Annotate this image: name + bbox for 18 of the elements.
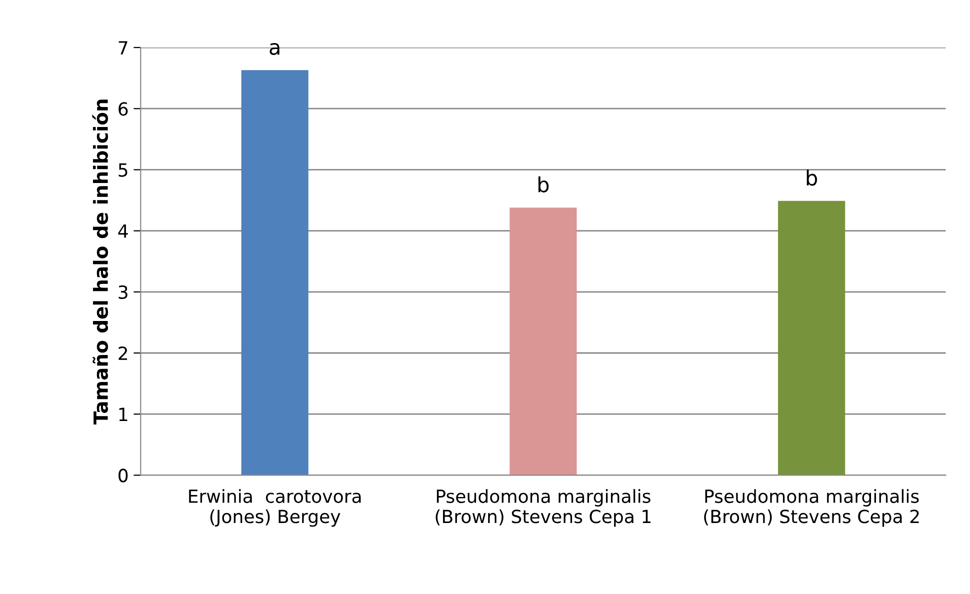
y-tick-label: 4 [118,224,128,238]
y-tick-label: 7 [118,41,128,54]
annotation: b [538,176,549,192]
y-tick-label: 5 [118,163,128,177]
x-tick-label: Pseudomona marginalis (Brown) Stevens Cepa 1 [436,489,651,527]
y-tick-label: 3 [118,285,128,300]
y-tick-label: 0 [118,468,128,482]
bar [510,208,577,476]
annotation: a [270,43,280,55]
x-tick-label: Erwinia carotovora (Jones) Bergey [189,489,361,527]
y-tick-label: 6 [118,102,128,116]
annotation: b [806,170,818,186]
bar [241,70,308,476]
y-tick-label: 2 [118,346,128,360]
bar [778,200,846,476]
y-tick-label: 1 [119,408,128,421]
y-axis-title: Tamaño del halo de inhibición [92,100,108,424]
x-tick-label: Pseudomona marginalis (Brown) Stevens Cepa 2 [704,489,919,527]
